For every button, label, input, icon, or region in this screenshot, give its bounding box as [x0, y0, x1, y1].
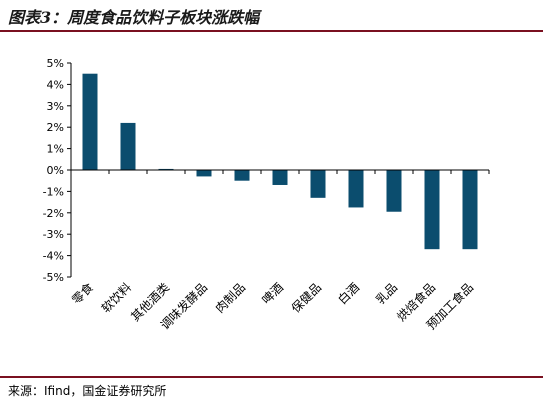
- category-label: 啤酒: [259, 280, 287, 308]
- bar: [310, 170, 326, 198]
- y-tick-label: 4%: [47, 78, 64, 91]
- bar: [348, 170, 364, 208]
- bar: [196, 170, 212, 177]
- category-label: 零食: [69, 280, 97, 308]
- category-label: 肉制品: [213, 280, 248, 315]
- bar: [462, 170, 478, 250]
- y-tick-label: -3%: [43, 228, 64, 241]
- source-note: 来源：Ifind，国金证券研究所: [8, 384, 167, 398]
- y-tick-label: 0%: [47, 164, 64, 177]
- title-divider: [0, 30, 543, 32]
- bar: [272, 170, 288, 185]
- source-divider: [0, 376, 543, 378]
- y-tick-label: -1%: [43, 185, 64, 198]
- category-label: 白酒: [335, 280, 363, 308]
- y-axis: 5% 4% 3% 2% 1% 0% -1% -2% -3% -4% -5%: [43, 57, 72, 284]
- y-tick-label: 1%: [47, 143, 64, 156]
- bar: [82, 73, 98, 170]
- y-tick-label: 5%: [47, 57, 64, 70]
- category-label: 软饮料: [99, 280, 134, 315]
- y-tick-label: -4%: [43, 250, 64, 263]
- y-tick-label: -5%: [43, 271, 64, 284]
- bar: [120, 122, 136, 170]
- y-tick-label: 2%: [47, 121, 64, 134]
- bars-group: [82, 73, 478, 250]
- bar: [424, 170, 440, 250]
- category-label: 保健品: [289, 280, 324, 315]
- bar: [386, 170, 402, 212]
- y-tick-label: -2%: [43, 207, 64, 220]
- chart-title: 图表3：周度食品饮料子板块涨跌幅: [8, 8, 260, 27]
- category-label: 乳品: [373, 280, 400, 307]
- bar: [234, 170, 250, 181]
- y-tick-label: 3%: [47, 100, 64, 113]
